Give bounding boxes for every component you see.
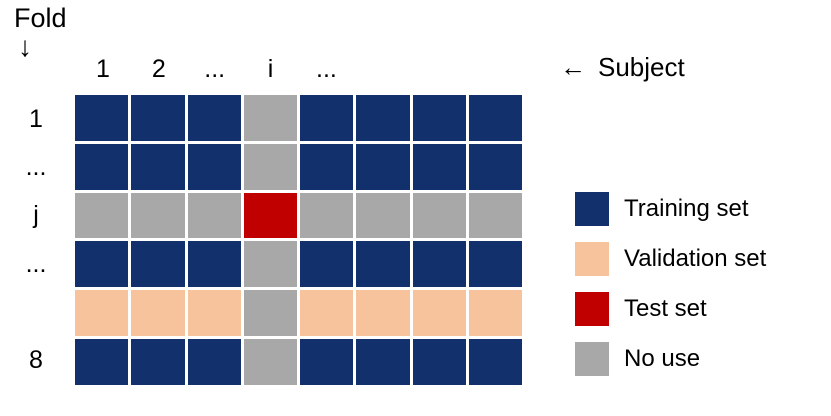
col-label-3: ... [204,54,226,83]
grid-cell-r5-c2-validation [131,290,185,337]
legend-item-training: Training set [575,192,766,226]
grid-cell-r5-c5-validation [300,290,354,337]
subject-label: Subject [598,52,685,82]
legend-item-validation: Validation set [575,242,766,276]
grid-cell-r5-c7-validation [412,290,466,337]
grid-cell-r4-c4-nouse [243,241,297,288]
row-labels: 1... j... 8 [6,95,66,385]
grid-cell-r4-c1-training [75,241,129,288]
col-label-4: i [267,54,274,83]
fold-axis-label: Fold ↓ [14,4,67,62]
grid-cell-r4-c8-training [468,241,522,288]
grid-cell-r2-c4-nouse [243,143,297,190]
legend-swatch-nouse [575,342,609,376]
left-arrow-icon: ← [560,52,586,82]
grid-cell-r3-c5-nouse [300,192,354,239]
column-labels: 1 2... i... [75,52,522,86]
grid-cell-r4-c5-training [300,241,354,288]
col-label-1: 1 [95,54,110,83]
grid-cell-r4-c6-training [356,241,410,288]
grid-cell-r3-c4-test [243,192,297,239]
grid-cell-r3-c7-nouse [412,192,466,239]
col-label-2: 2 [151,54,166,83]
grid-cell-r5-c4-nouse [243,290,297,337]
grid-cell-r5-c6-validation [356,290,410,337]
grid-cell-r1-c3-training [187,95,241,141]
grid-cell-r5-c3-validation [187,290,241,337]
legend-swatch-validation [575,242,609,276]
grid-cell-r6-c8-training [468,339,522,385]
grid-cell-r6-c4-nouse [243,339,297,385]
grid-cell-r3-c1-nouse [75,192,129,239]
legend-swatch-test [575,292,609,326]
grid-cell-r6-c3-training [187,339,241,385]
row-label-4: ... [25,249,47,278]
grid-cell-r2-c2-training [131,143,185,190]
legend-swatch-training [575,192,609,226]
grid-cell-r1-c2-training [131,95,185,141]
fold-label: Fold [14,3,67,33]
grid-cell-r6-c7-training [412,339,466,385]
subject-axis-label: ← Subject [560,52,685,83]
grid-cell-r1-c7-training [412,95,466,141]
grid-cell-r4-c3-training [187,241,241,288]
grid-cell-r6-c6-training [356,339,410,385]
legend-label-training: Training set [624,195,749,222]
grid-cell-r3-c2-nouse [131,192,185,239]
legend-item-nouse: No use [575,342,766,376]
grid-cell-r6-c5-training [300,339,354,385]
grid-cell-r1-c4-nouse [243,95,297,141]
grid-cell-r5-c8-validation [468,290,522,337]
grid-cell-r6-c1-training [75,339,129,385]
grid-cell-r2-c6-training [356,143,410,190]
row-label-2: ... [25,152,47,181]
cv-grid [75,95,522,385]
grid-cell-r1-c5-training [300,95,354,141]
grid-cell-r3-c8-nouse [468,192,522,239]
row-label-1: 1 [29,104,43,133]
grid-cell-r4-c7-training [412,241,466,288]
grid-cell-r5-c1-validation [75,290,129,337]
grid-cell-r3-c3-nouse [187,192,241,239]
row-label-6: 8 [29,346,43,375]
grid-cell-r2-c1-training [75,143,129,190]
legend-label-nouse: No use [624,345,701,372]
legend: Training set Validation set Test set No use [575,192,766,376]
grid-cell-r6-c2-training [131,339,185,385]
col-label-5: ... [316,54,337,83]
grid-cell-r1-c8-training [468,95,522,141]
row-label-3: j [33,201,39,230]
grid-cell-r1-c1-training [75,95,129,141]
grid-cell-r2-c5-training [300,143,354,190]
grid-cell-r2-c7-training [412,143,466,190]
legend-item-test: Test set [575,292,766,326]
grid-cell-r2-c3-training [187,143,241,190]
grid-cell-r3-c6-nouse [356,192,410,239]
grid-cell-r4-c2-training [131,241,185,288]
grid-cell-r1-c6-training [356,95,410,141]
down-arrow-icon: ↓ [18,31,32,63]
grid-cell-r2-c8-training [468,143,522,190]
legend-label-test: Test set [624,295,707,322]
legend-label-validation: Validation set [624,245,767,272]
